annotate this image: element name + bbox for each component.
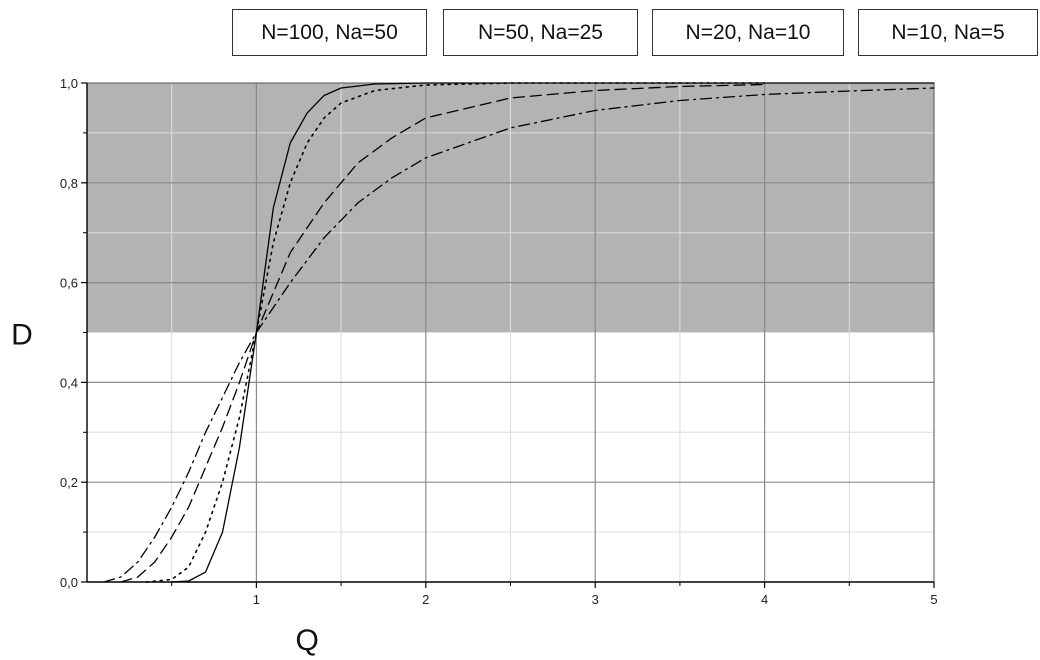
legend-entry-n100: N=100, Na=50 xyxy=(232,9,427,56)
series-line-3 xyxy=(120,83,766,583)
legend-entry-n20: N=20, Na=10 xyxy=(652,9,844,56)
legend-entry-n50: N=50, Na=25 xyxy=(443,9,638,56)
x-tick-label: 5 xyxy=(930,592,937,607)
x-tick-label: 2 xyxy=(422,592,429,607)
y-tick-label: 0,8 xyxy=(60,176,78,191)
y-tick-label: 0,2 xyxy=(60,475,78,490)
x-tick-label: 3 xyxy=(592,592,599,607)
y-axis-title: D xyxy=(11,319,33,352)
series-line-2 xyxy=(145,82,766,583)
y-tick-label: 0,4 xyxy=(60,375,78,390)
y-tick-label: 1,0 xyxy=(60,76,78,91)
x-axis-title: Q xyxy=(296,624,319,657)
y-tick-label: 0,6 xyxy=(60,276,78,291)
legend-entry-n10: N=10, Na=5 xyxy=(858,9,1038,56)
x-tick-label: 1 xyxy=(253,592,260,607)
y-tick-label: 0,0 xyxy=(60,575,78,590)
x-tick-label: 4 xyxy=(761,592,768,607)
